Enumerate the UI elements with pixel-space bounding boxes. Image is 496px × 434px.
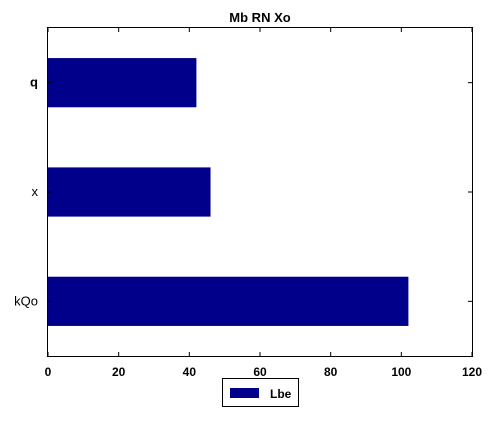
x-tick-label: 40 [183,365,197,379]
y-tick-label: x [32,184,39,199]
bar-x [48,167,211,217]
x-tick-label: 120 [462,365,482,379]
bars-layer [48,58,409,326]
bar-q [48,58,197,108]
x-tick-label: 20 [112,365,126,379]
x-tick-label: 100 [391,365,411,379]
x-axis-ticks: 0 20 40 60 80 100 120 [45,28,482,379]
x-tick-label: 0 [45,365,52,379]
x-tick-label: 60 [253,365,267,379]
y-tick-label: q [30,75,38,90]
legend-swatch [230,388,259,398]
y-axis-ticks: kQo x q [14,75,472,308]
legend: Lbe [222,378,299,407]
chart-title: Mb RN Xo [229,10,290,25]
x-tick-label: 80 [324,365,338,379]
plot-frame [47,27,473,357]
y-tick-label: kQo [14,293,38,308]
legend-label: Lbe [270,387,292,401]
bar-kQo [48,276,409,326]
